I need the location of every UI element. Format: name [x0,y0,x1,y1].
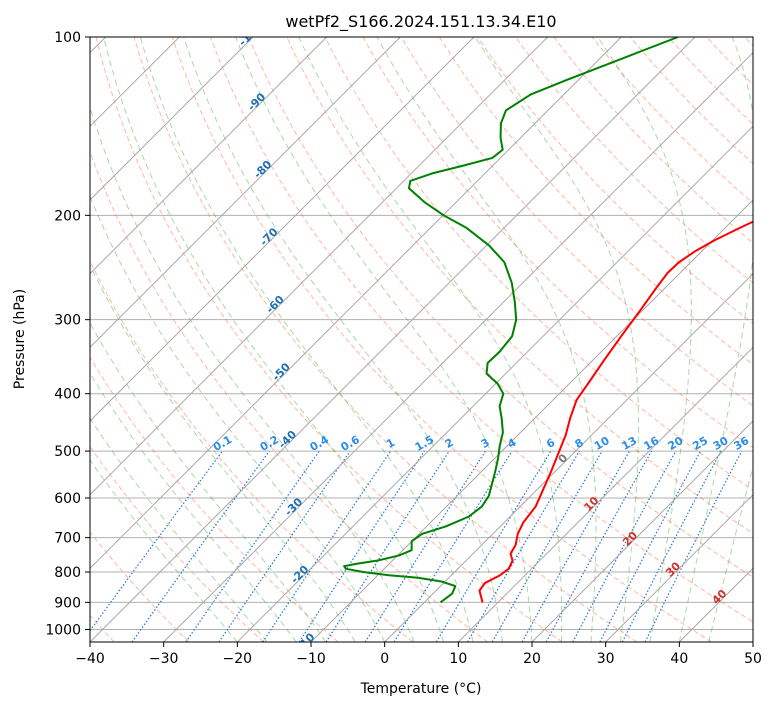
moist-adiabat-line [90,106,415,642]
mixing-ratio-line [435,450,552,642]
y-axis-label: Pressure (hPa) [12,289,28,389]
y-tick-label: 900 [54,595,81,611]
moist-adiabat-line [474,37,639,642]
mixing-ratio-line [298,450,425,642]
plot-area: -100-90-80-70-60-50-40-30-20-100.10.20.4… [90,20,753,653]
chart-title: wetPf2_S166.2024.151.13.34.E10 [285,12,556,32]
moist-adiabat-line [298,37,563,642]
moist-adiabat-line [376,37,597,642]
dry-adiabat-line [133,37,638,642]
isotherm-line [90,37,328,275]
y-axis-ticks: 100 200 300 400 500 600 700 800 900 1000 [45,30,90,638]
y-tick-label: 800 [54,565,81,581]
x-tick-label: 20 [523,651,541,667]
dry-adiabat-line [515,37,753,284]
mixing-ratio-line [621,450,722,642]
moist-adiabat-line [103,37,445,642]
plot-frame [89,36,754,643]
dry-adiabat-label: -100 [236,20,265,49]
dry-adiabat-line [439,37,753,366]
pressure-gridlines [90,37,753,630]
dry-adiabat-label: -10 [294,630,317,653]
isotherm-line [90,37,696,642]
y-tick-label: 600 [54,491,81,507]
mixing-ratio-line [644,450,743,642]
isotherms [90,37,753,642]
dry-adiabat-line [90,150,488,642]
mixing-ratio-line [185,450,320,642]
adiabat-labels: -100-90-80-70-60-50-40-30-20-100.10.20.4… [211,20,752,653]
dry-adiabat-line [90,356,339,642]
x-tick-label: −30 [149,651,179,667]
dry-adiabat-line [248,37,753,578]
dry-adiabat-line [400,37,753,407]
mixing-ratio-line [262,450,392,642]
moist-adiabat-line [183,37,504,642]
moist-adiabat-line [90,459,238,642]
isotherm-line [90,37,401,349]
isotherm-line [90,37,475,422]
mixing-ratio-lines [90,450,743,642]
mixing-ratio-line [572,450,677,642]
mixing-ratio-line [90,450,223,632]
mixing-ratio-line [325,450,450,642]
y-tick-label: 1000 [45,622,81,638]
mixing-ratio-line [218,450,351,642]
dry-adiabat-line [90,445,264,642]
isotherm-line [605,493,753,642]
mixing-ratio-line [131,450,270,642]
x-tick-label: 0 [380,651,389,667]
y-tick-label: 200 [54,208,81,224]
dry-adiabat-line [90,531,190,642]
x-tick-label: 50 [744,651,762,667]
moist-adiabat-line [708,464,753,642]
isotherm-line [531,420,753,642]
x-tick-label: −20 [223,651,253,667]
isotherm-line [90,37,622,570]
isotherm-line [90,37,549,496]
isotherm-line [90,37,254,201]
x-tick-label: −10 [296,651,326,667]
moist-adiabat-line [90,417,268,642]
isotherm-line [236,125,753,642]
moist-adiabat-line [139,37,474,642]
moist-adiabat-line [90,372,297,642]
y-tick-label: 100 [54,30,81,46]
moist-adiabat-line [597,37,692,642]
mixing-ratio-line [521,450,631,642]
temperature-profile [478,220,753,603]
isotherm-line [163,51,753,642]
mixing-ratio-line [545,450,653,642]
dewpoint-profile [343,37,679,604]
dry-adiabat-line [324,37,753,491]
x-tick-label: 10 [449,651,467,667]
y-tick-label: 500 [54,444,81,460]
moist-adiabat-line [235,37,533,642]
dry-adiabat-line [95,37,563,642]
moist-adiabats [90,37,753,642]
mixing-ratio-line [599,450,702,642]
moist-adiabat-line [90,195,386,642]
x-tick-label: 40 [670,651,688,667]
moist-adiabat-line [90,321,327,642]
isotherm-line [457,346,753,642]
y-tick-label: 300 [54,313,81,329]
isotherm-line [384,272,753,642]
dry-adiabat-line [210,37,753,623]
y-tick-label: 400 [54,387,81,403]
x-axis-label: Temperature (°C) [360,681,482,697]
moist-adiabat-line [678,37,753,642]
mixing-ratio-line [393,450,513,642]
x-tick-label: −40 [75,651,105,667]
mixing-ratio-line [364,450,486,642]
moist-adiabat-line [90,264,356,642]
dry-adiabat-line [171,37,712,642]
y-tick-label: 700 [54,531,81,547]
x-axis-ticks: −40 −30 −20 −10 0 10 20 30 40 50 [75,642,762,667]
sounding-profiles [343,37,753,604]
x-tick-label: 30 [597,651,615,667]
